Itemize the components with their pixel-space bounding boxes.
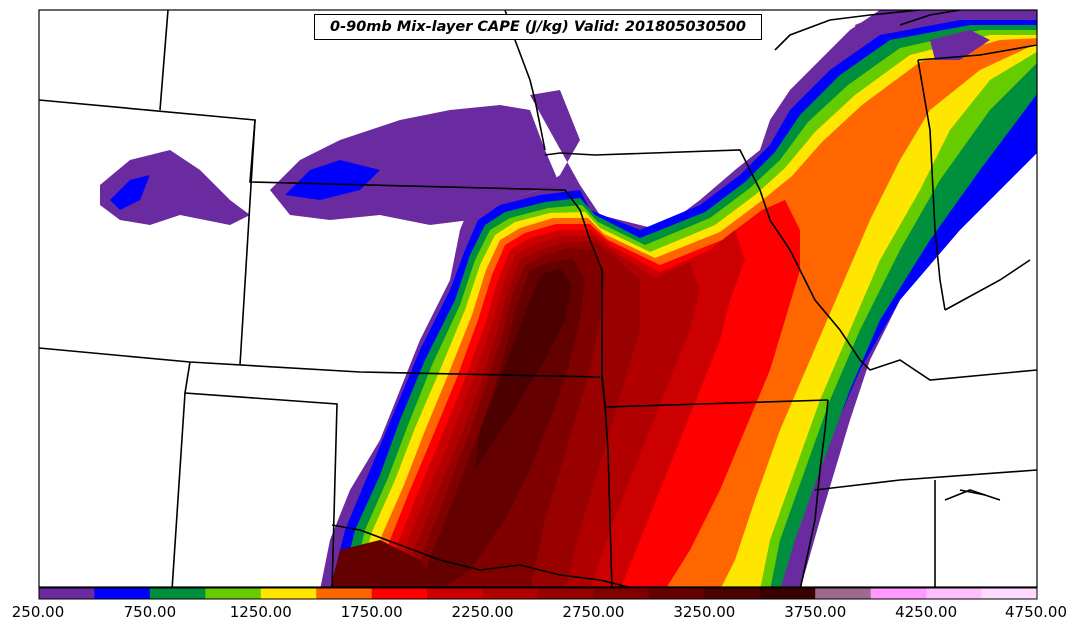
colorbar-swatch — [593, 588, 650, 599]
colorbar-tick-label: 4750.00 — [1004, 603, 1068, 621]
colorbar-tick-label: 250.00 — [11, 603, 65, 621]
colorbar-tick-label: 1750.00 — [340, 603, 403, 621]
boundaries — [39, 10, 1037, 587]
colorbar-swatch — [759, 588, 816, 599]
colorbar-tick-label: 3250.00 — [673, 603, 736, 621]
colorbar-swatch — [926, 588, 983, 599]
colorbar-swatch — [316, 588, 373, 599]
colorbar — [39, 588, 1038, 599]
colorbar-frame — [38, 587, 1038, 600]
colorbar-tick-label: 1250.00 — [229, 603, 292, 621]
colorbar-tick-label: 4250.00 — [895, 603, 958, 621]
colorbar-swatch — [482, 588, 539, 599]
colorbar-swatch — [371, 588, 428, 599]
colorbar-tick-label: 2250.00 — [451, 603, 514, 621]
cape-field — [100, 10, 1037, 587]
colorbar-swatch — [870, 588, 927, 599]
colorbar-tick-label: 2750.00 — [562, 603, 625, 621]
colorbar-swatch — [149, 588, 206, 599]
colorbar-tick-label: 3750.00 — [784, 603, 847, 621]
map-title: 0-90mb Mix-layer CAPE (J/kg) Valid: 2018… — [314, 14, 762, 40]
colorbar-swatch — [704, 588, 761, 599]
colorbar-swatch — [648, 588, 705, 599]
colorbar-swatch — [260, 588, 317, 599]
colorbar-swatch — [815, 588, 872, 599]
colorbar-swatch — [39, 588, 95, 599]
colorbar-swatch — [205, 588, 262, 599]
colorbar-swatch — [94, 588, 151, 599]
colorbar-swatch — [981, 588, 1038, 599]
colorbar-tick-label: 750.00 — [123, 603, 177, 621]
colorbar-swatch — [427, 588, 484, 599]
colorbar-swatch — [538, 588, 594, 599]
plot-frame — [38, 9, 1038, 588]
